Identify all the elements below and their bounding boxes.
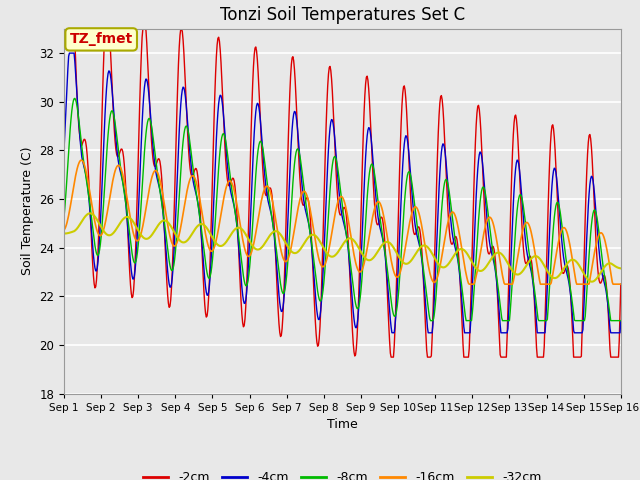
- -8cm: [335, 171, 342, 177]
- Legend: -2cm, -4cm, -8cm, -16cm, -32cm: -2cm, -4cm, -8cm, -16cm, -32cm: [138, 467, 547, 480]
- -2cm: [617, 281, 625, 287]
- -4cm: [65, 50, 73, 56]
- -8cm: [427, 318, 435, 324]
- -8cm: [71, 96, 79, 101]
- Line: -2cm: -2cm: [64, 29, 621, 357]
- Line: -32cm: -32cm: [64, 213, 621, 282]
- -4cm: [389, 330, 397, 336]
- -4cm: [207, 261, 215, 266]
- -4cm: [390, 330, 397, 336]
- -4cm: [617, 318, 625, 324]
- -2cm: [390, 354, 397, 360]
- -32cm: [389, 243, 397, 249]
- Line: -16cm: -16cm: [64, 160, 621, 284]
- -32cm: [588, 279, 596, 285]
- -2cm: [207, 231, 215, 237]
- -32cm: [566, 257, 574, 263]
- Line: -4cm: -4cm: [64, 53, 621, 333]
- -8cm: [207, 270, 215, 276]
- -16cm: [568, 250, 575, 256]
- -16cm: [617, 281, 625, 287]
- -2cm: [335, 204, 342, 210]
- -4cm: [445, 188, 452, 194]
- -16cm: [465, 281, 473, 287]
- -16cm: [207, 248, 215, 254]
- -16cm: [389, 264, 397, 270]
- -32cm: [335, 248, 342, 254]
- -16cm: [77, 157, 85, 163]
- -2cm: [387, 354, 395, 360]
- -4cm: [335, 184, 342, 190]
- -32cm: [183, 238, 191, 244]
- Line: -8cm: -8cm: [64, 98, 621, 321]
- -16cm: [60, 227, 68, 233]
- -8cm: [617, 318, 625, 324]
- Text: TZ_fmet: TZ_fmet: [70, 32, 133, 47]
- -8cm: [60, 214, 68, 220]
- -16cm: [444, 221, 451, 227]
- Title: Tonzi Soil Temperatures Set C: Tonzi Soil Temperatures Set C: [220, 6, 465, 24]
- -2cm: [568, 304, 575, 310]
- Y-axis label: Soil Temperature (C): Soil Temperature (C): [20, 147, 34, 276]
- -8cm: [183, 124, 191, 130]
- -32cm: [617, 265, 625, 271]
- -16cm: [183, 189, 191, 194]
- -16cm: [335, 197, 342, 203]
- -2cm: [61, 26, 68, 32]
- -32cm: [60, 231, 68, 237]
- -4cm: [183, 111, 191, 117]
- -32cm: [444, 262, 451, 268]
- -8cm: [445, 183, 452, 189]
- -4cm: [568, 300, 575, 305]
- X-axis label: Time: Time: [327, 418, 358, 431]
- -2cm: [183, 117, 191, 122]
- -32cm: [86, 210, 94, 216]
- -2cm: [60, 50, 68, 56]
- -8cm: [568, 292, 575, 298]
- -4cm: [60, 147, 68, 153]
- -8cm: [389, 308, 397, 314]
- -32cm: [207, 232, 215, 238]
- -2cm: [445, 214, 452, 220]
